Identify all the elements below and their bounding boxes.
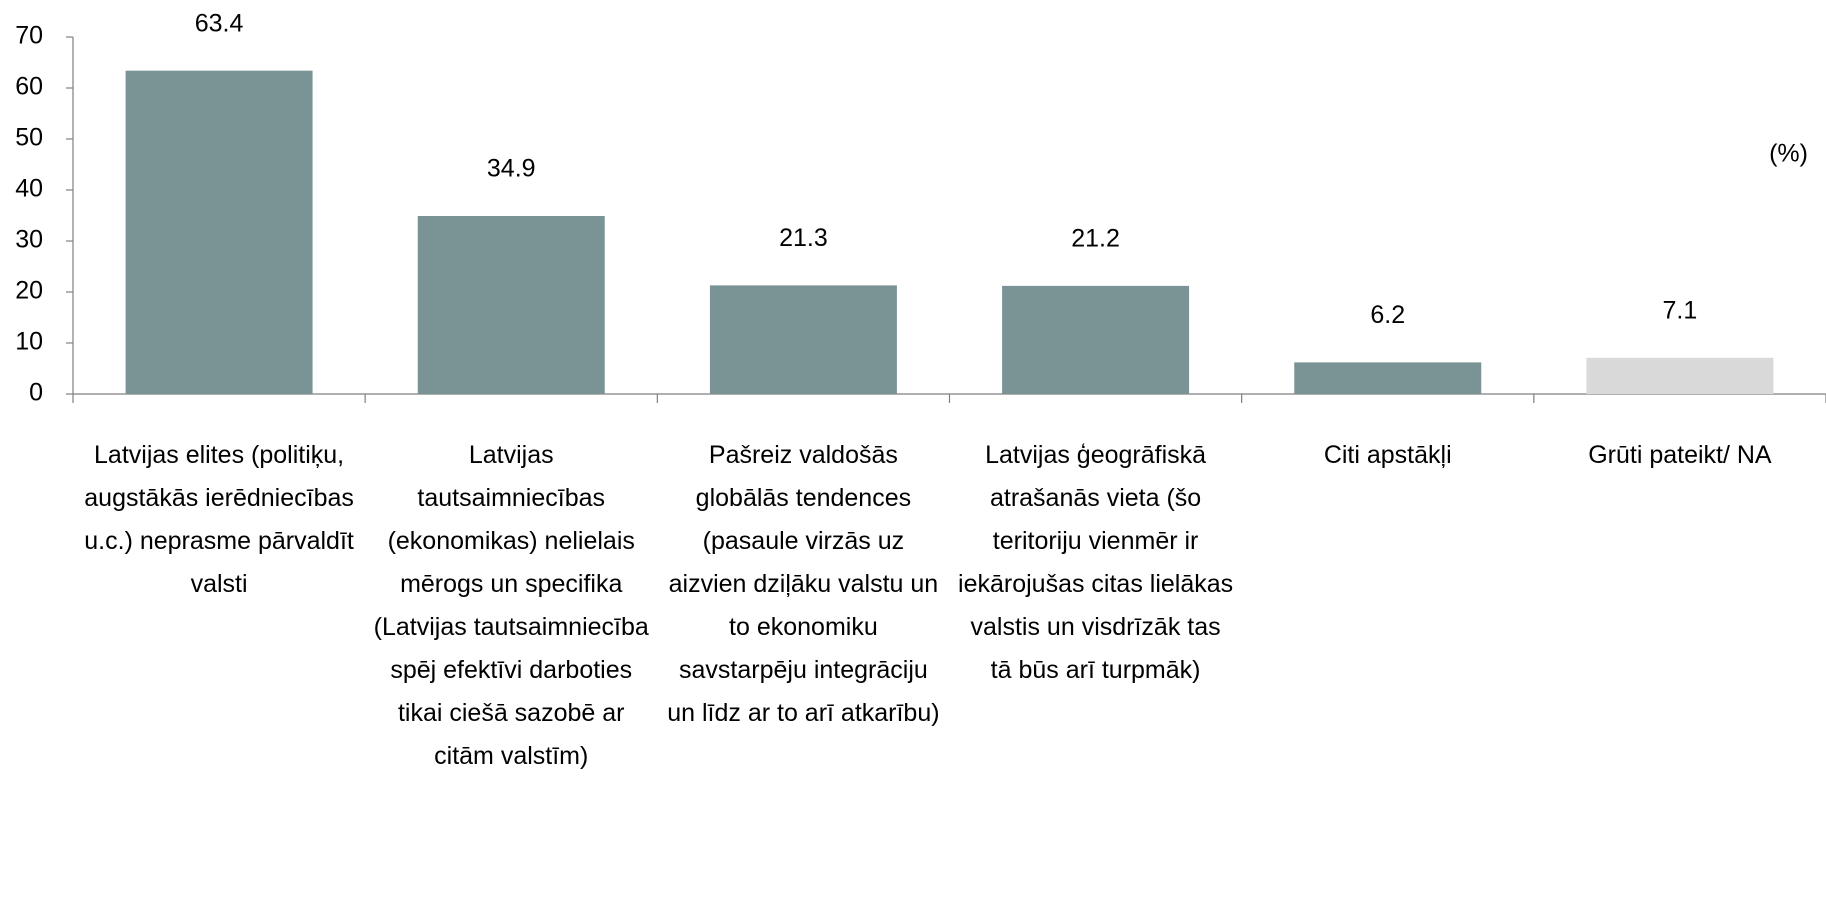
bar [417, 216, 605, 394]
bar [1294, 362, 1482, 394]
value-label: 63.4 [195, 9, 244, 37]
x-tick-label: Pašreiz valdošās globālās tendences (pas… [667, 441, 940, 727]
x-tick-label: Citi apstākļi [1323, 441, 1452, 469]
bar [709, 285, 897, 394]
y-tick-label: 30 [15, 226, 43, 254]
y-tick-label: 10 [15, 328, 43, 356]
y-tick-label: 60 [15, 73, 43, 101]
value-label: 6.2 [1370, 301, 1405, 329]
value-label: 7.1 [1663, 296, 1698, 324]
value-label: 21.2 [1071, 224, 1120, 252]
y-tick-label: 20 [15, 277, 43, 305]
y-tick-label: 70 [15, 22, 43, 50]
bar [125, 70, 313, 394]
x-tick-label: Latvijas ģeogrāfiskā atrašanās vieta (šo… [958, 441, 1234, 684]
x-tick-label: Grūti pateikt/ NA [1588, 441, 1772, 469]
y-tick-label: 0 [29, 379, 43, 407]
y-tick-label: 50 [15, 124, 43, 152]
x-tick-label: Latvijas elites (politiķu, augstākās ier… [84, 441, 354, 598]
unit-label: (%) [1769, 140, 1808, 168]
value-label: 21.3 [779, 224, 828, 252]
y-tick-label: 40 [15, 175, 43, 203]
bar [1586, 357, 1774, 394]
bar [1002, 285, 1190, 394]
x-tick-label: Latvijas tautsaimniecības (ekonomikas) n… [373, 441, 649, 770]
value-label: 34.9 [487, 155, 536, 183]
